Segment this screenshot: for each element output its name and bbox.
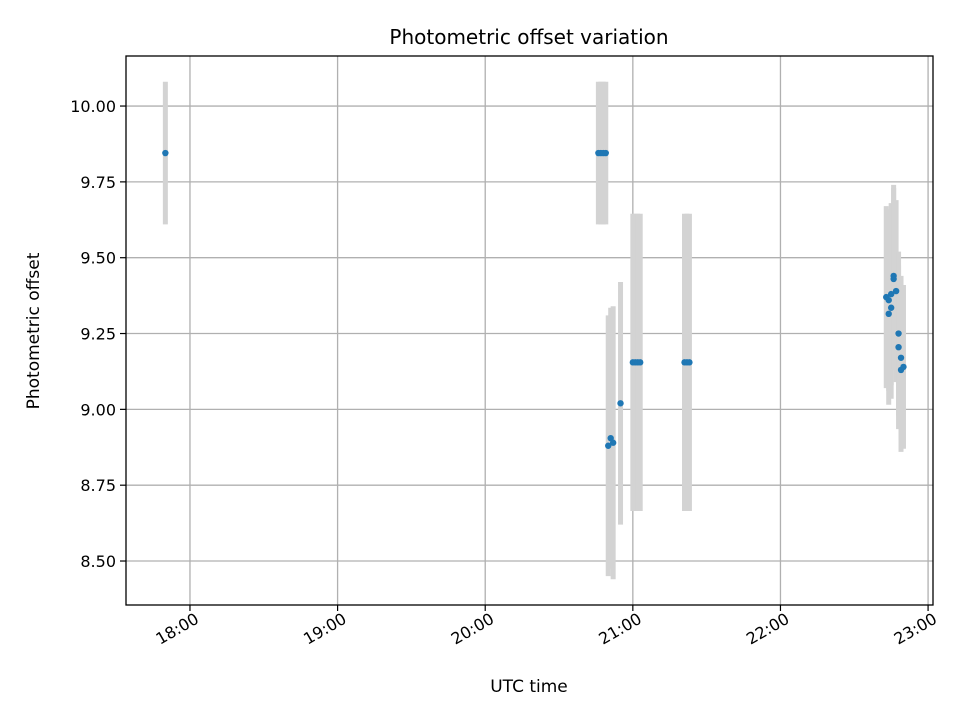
y-tick-label: 9.25 [80,325,116,344]
chart-title: Photometric offset variation [389,25,668,49]
data-point [900,363,907,371]
point-layer [162,149,907,449]
plot-frame [125,55,934,606]
data-point [895,343,902,351]
data-point [686,359,693,366]
x-axis-label: UTC time [490,677,568,697]
data-point [890,275,897,283]
y-tick-label: 9.50 [80,249,116,268]
y-tick-label: 9.00 [80,400,116,419]
y-tick-label: 8.50 [80,552,116,571]
data-point [637,359,644,366]
data-point [897,354,905,361]
data-point [887,290,895,298]
grid-layer [126,56,933,605]
y-tick-label: 9.75 [80,173,116,192]
y-axis: 8.50 8.75 9.00 9.25 9.50 9.75 10.00 [70,97,126,571]
data-point [892,287,900,295]
data-point [162,149,169,157]
y-axis-label: Photometric offset [24,252,44,409]
data-point [885,296,892,304]
y-tick-label: 10.00 [70,97,116,116]
data-point [895,330,902,337]
y-tick-label: 8.75 [80,476,116,495]
data-point [602,149,609,157]
data-point [885,310,892,318]
data-point [609,439,617,446]
data-point [605,442,612,449]
data-point [617,400,624,407]
data-point [887,304,895,311]
